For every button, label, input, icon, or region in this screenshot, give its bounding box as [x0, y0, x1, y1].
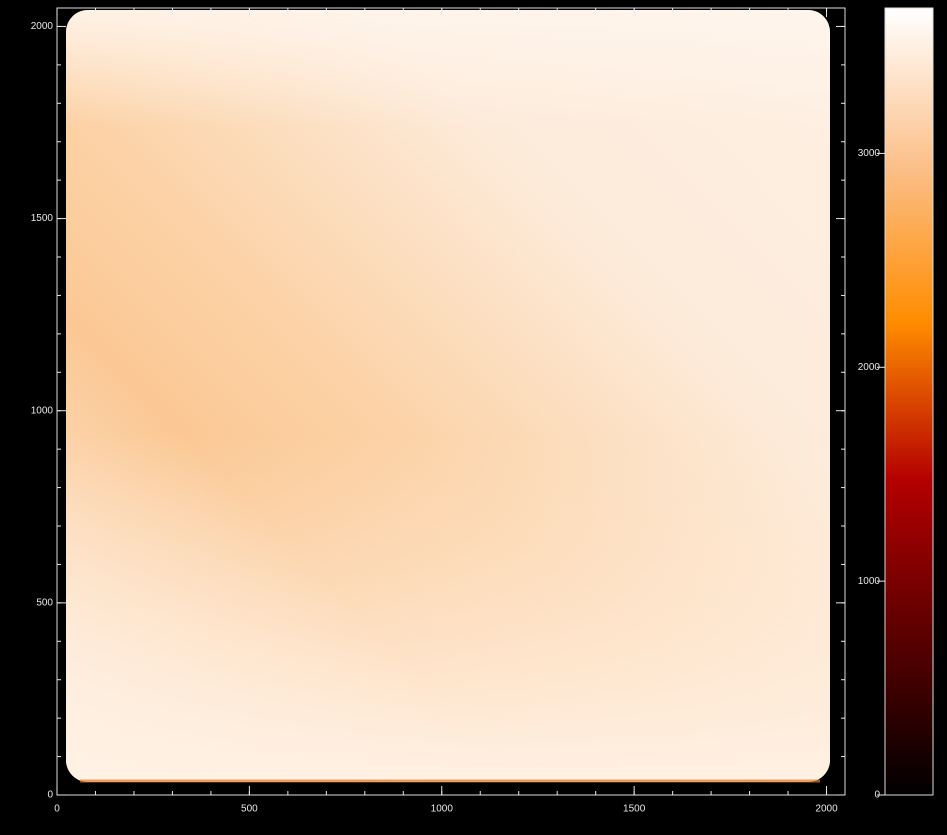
x-tick-label: 0 [54, 804, 60, 815]
colorbar-tick-label: 1000 [858, 576, 881, 587]
x-tick-label: 1500 [623, 804, 646, 815]
colorbar [885, 8, 933, 795]
y-tick-label: 0 [47, 790, 53, 801]
x-tick-label: 1000 [431, 804, 454, 815]
chart: 0 500 1000 1500 2000 0 500 1000 1500 2000 0 1000 200… [0, 0, 947, 835]
colorbar-tick-label: 0 [874, 790, 880, 801]
colorbar-tick-label: 2000 [858, 362, 881, 373]
y-tick-label: 2000 [31, 21, 54, 32]
y-tick-label: 1500 [31, 213, 54, 224]
y-tick-label: 1000 [31, 405, 54, 416]
colorbar-tick-label: 3000 [858, 148, 881, 159]
y-tick-label: 500 [36, 598, 53, 609]
x-tick-label: 500 [241, 804, 258, 815]
page: 0 500 1000 1500 2000 0 500 1000 1500 2000 0 1000 200… [0, 0, 947, 835]
image [57, 8, 845, 795]
x-tick-label: 2000 [815, 804, 838, 815]
